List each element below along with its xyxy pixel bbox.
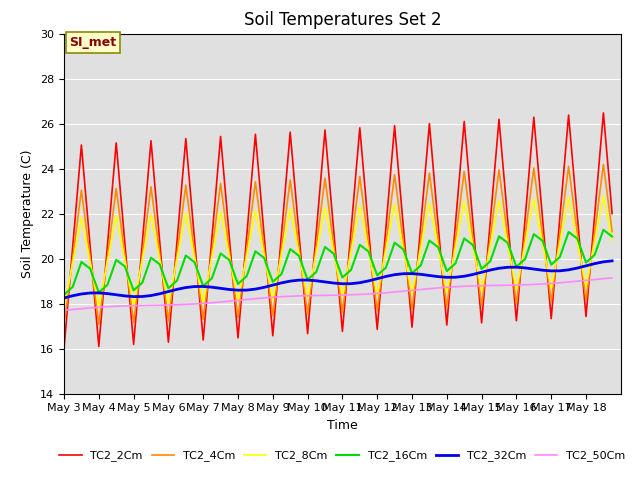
- TC2_16Cm: [286, 246, 294, 252]
- TC2_4Cm: [60, 323, 68, 329]
- Line: TC2_50Cm: TC2_50Cm: [64, 278, 612, 311]
- Line: TC2_16Cm: TC2_16Cm: [64, 230, 612, 295]
- X-axis label: Time: Time: [327, 419, 358, 432]
- TC2_50Cm: [330, 292, 337, 298]
- TC2_16Cm: [330, 251, 337, 256]
- TC2_50Cm: [608, 275, 616, 281]
- TC2_32Cm: [408, 271, 416, 276]
- TC2_8Cm: [130, 302, 138, 308]
- TC2_4Cm: [330, 242, 337, 248]
- TC2_4Cm: [365, 240, 372, 246]
- TC2_8Cm: [60, 305, 68, 311]
- Line: TC2_8Cm: TC2_8Cm: [64, 196, 612, 308]
- TC2_16Cm: [365, 249, 372, 254]
- TC2_32Cm: [130, 294, 138, 300]
- TC2_2Cm: [365, 226, 372, 231]
- TC2_2Cm: [408, 324, 416, 330]
- TC2_32Cm: [365, 278, 372, 284]
- TC2_50Cm: [286, 293, 294, 299]
- TC2_16Cm: [417, 263, 424, 268]
- TC2_8Cm: [408, 291, 416, 297]
- TC2_16Cm: [60, 292, 68, 298]
- TC2_32Cm: [60, 295, 68, 301]
- TC2_2Cm: [286, 129, 294, 135]
- TC2_4Cm: [417, 238, 424, 244]
- TC2_2Cm: [417, 223, 424, 228]
- TC2_8Cm: [365, 248, 372, 253]
- TC2_4Cm: [286, 177, 294, 183]
- TC2_2Cm: [330, 228, 337, 234]
- TC2_2Cm: [600, 110, 607, 116]
- TC2_8Cm: [330, 249, 337, 255]
- TC2_32Cm: [286, 278, 294, 284]
- TC2_50Cm: [130, 303, 138, 309]
- TC2_4Cm: [408, 306, 416, 312]
- Line: TC2_32Cm: TC2_32Cm: [64, 261, 612, 298]
- TC2_50Cm: [60, 308, 68, 313]
- TC2_2Cm: [60, 346, 68, 351]
- TC2_16Cm: [130, 288, 138, 293]
- TC2_8Cm: [417, 246, 424, 252]
- TC2_8Cm: [286, 206, 294, 212]
- TC2_16Cm: [608, 234, 616, 240]
- Title: Soil Temperatures Set 2: Soil Temperatures Set 2: [244, 11, 441, 29]
- TC2_4Cm: [608, 228, 616, 234]
- TC2_16Cm: [600, 227, 607, 233]
- TC2_50Cm: [417, 287, 424, 292]
- TC2_16Cm: [408, 270, 416, 276]
- TC2_32Cm: [417, 272, 424, 277]
- TC2_2Cm: [608, 211, 616, 216]
- Legend: TC2_2Cm, TC2_4Cm, TC2_8Cm, TC2_16Cm, TC2_32Cm, TC2_50Cm: TC2_2Cm, TC2_4Cm, TC2_8Cm, TC2_16Cm, TC2…: [55, 446, 630, 466]
- TC2_8Cm: [608, 238, 616, 243]
- Text: SI_met: SI_met: [70, 36, 116, 49]
- TC2_8Cm: [600, 193, 607, 199]
- TC2_4Cm: [130, 320, 138, 325]
- TC2_4Cm: [600, 162, 607, 168]
- Line: TC2_2Cm: TC2_2Cm: [64, 113, 612, 348]
- TC2_50Cm: [365, 291, 372, 297]
- TC2_50Cm: [408, 288, 416, 293]
- TC2_2Cm: [130, 341, 138, 347]
- Line: TC2_4Cm: TC2_4Cm: [64, 165, 612, 326]
- Y-axis label: Soil Temperature (C): Soil Temperature (C): [22, 149, 35, 278]
- TC2_32Cm: [330, 280, 337, 286]
- TC2_32Cm: [608, 258, 616, 264]
